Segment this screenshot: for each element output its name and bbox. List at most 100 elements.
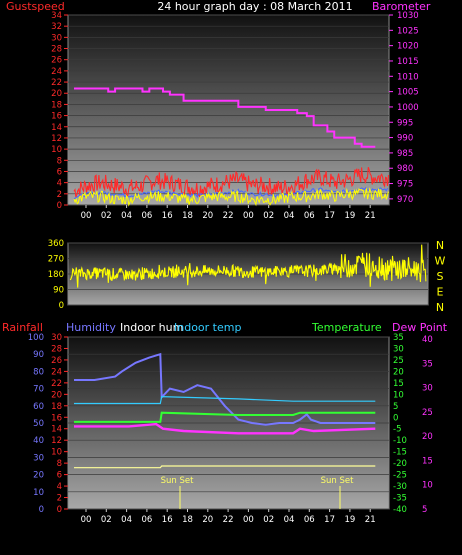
rain-tick-label: 28	[51, 344, 62, 354]
baro-tick-label: 1005	[397, 88, 419, 98]
gust-tick-label: 18	[51, 100, 62, 110]
temperature-line	[74, 411, 376, 423]
gust-tick-label: 6	[57, 167, 62, 177]
hour-tick-label: 04	[121, 515, 132, 525]
hour-tick-label: 22	[223, 211, 234, 221]
gust-tick-label: 34	[51, 11, 62, 21]
dew-tick-label: 25	[422, 408, 433, 418]
temp-tick-label: 10	[393, 390, 404, 400]
direction-tick-label: 270	[48, 255, 64, 265]
rain-axis-label: Rainfall	[2, 321, 43, 334]
rain-tick-label: 2	[57, 494, 62, 504]
rain-tick-label: 24	[51, 367, 62, 377]
hour-tick-label: 00	[81, 515, 92, 525]
compass-label: N	[436, 301, 444, 314]
rain-tick-label: 14	[51, 425, 62, 435]
hour-tick-label: 18	[182, 211, 193, 221]
baro-tick-label: 990	[397, 134, 413, 144]
barometer-line	[74, 87, 376, 148]
temp-tick-label: 20	[393, 367, 404, 377]
hour-tick-label: 06	[304, 211, 315, 221]
temp-tick-label: 35	[393, 333, 404, 343]
baro-tick-label: 1010	[397, 72, 419, 82]
chart1-series	[73, 87, 390, 207]
hour-tick-label: 17	[324, 515, 335, 525]
humidity-tick-label: 80	[33, 367, 44, 377]
rain-tick-label: 16	[51, 413, 62, 423]
baro-axis-ticks: 970 975 980 985 990 995 1000 1005 1010 1015 1020 10…	[389, 11, 419, 205]
temp-tick-label: -40	[393, 505, 407, 515]
gust-tick-label: 26	[51, 56, 62, 66]
baro-tick-label: 975	[397, 180, 413, 190]
baro-tick-label: 985	[397, 149, 413, 159]
rain-tick-label: 12	[51, 436, 62, 446]
chart1-area	[67, 14, 390, 206]
direction-axis-ticks: 0 90 180 270 360	[48, 239, 64, 311]
indoor-temp-line	[74, 395, 376, 405]
gust-tick-label: 20	[51, 89, 62, 99]
temp-tick-label: 25	[393, 356, 404, 366]
direction-tick-label: 180	[48, 270, 64, 280]
temp-tick-label: -10	[393, 436, 407, 446]
wind-direction-line	[69, 244, 427, 288]
gust-tick-label: 8	[57, 156, 62, 166]
direction-tick-label: 360	[48, 239, 64, 249]
gust-tick-label: 14	[51, 123, 62, 133]
gust-axis-label: Gustspeed	[6, 0, 65, 13]
gust-tick-label: 4	[57, 179, 62, 189]
dew-axis-ticks: 40 35 30 25 20 15 10 5	[422, 335, 433, 515]
temp-tick-label: -30	[393, 482, 407, 492]
humidity-tick-label: 90	[33, 350, 44, 360]
humidity-tick-label: 60	[33, 402, 44, 412]
humidity-axis-ticks: 0 10 20 30 40 50 60 70 80 90 100	[28, 333, 44, 515]
baro-axis-label: Barometer	[372, 0, 431, 13]
indoor-hum-legend: Indoor hum	[120, 321, 183, 334]
hour-tick-label: 21	[365, 211, 376, 221]
humidity-line	[74, 352, 376, 426]
direction-tick-label: 0	[59, 301, 64, 311]
rain-tick-label: 26	[51, 356, 62, 366]
hour-tick-label: 04	[284, 211, 295, 221]
temp-tick-label: 0	[393, 413, 398, 423]
hour-tick-label: 21	[365, 515, 376, 525]
hour-tick-label: 19	[344, 515, 355, 525]
rain-tick-label: 10	[51, 448, 62, 458]
rain-tick-label: 0	[57, 505, 62, 515]
dew-tick-label: 10	[422, 481, 433, 491]
rain-tick-label: 4	[57, 482, 62, 492]
temp-tick-label: 5	[393, 402, 398, 412]
rain-tick-label: 6	[57, 471, 62, 481]
hour-tick-label: 00	[243, 211, 254, 221]
gust-tick-label: 10	[51, 145, 62, 155]
gust-tick-label: 22	[51, 78, 62, 88]
temp-tick-label: -5	[393, 425, 401, 435]
temp-tick-label: -25	[393, 471, 407, 481]
rain-tick-label: 30	[51, 333, 62, 343]
chart3-hour-ticks: 00 02 04 06 16 18 20 22 00 02 04 06 17 19 21	[81, 509, 376, 525]
chart3-series	[74, 352, 376, 469]
humidity-tick-label: 0	[39, 505, 44, 515]
temp-tick-label: -35	[393, 494, 407, 504]
gust-tick-label: 24	[51, 67, 62, 77]
gust-series-line	[73, 167, 390, 198]
humidity-tick-label: 50	[33, 419, 44, 429]
gust-tick-label: 2	[57, 190, 62, 200]
compass-label: W	[435, 255, 446, 268]
gust-tick-label: 16	[51, 112, 62, 122]
rain-tick-label: 18	[51, 402, 62, 412]
baro-tick-label: 980	[397, 164, 413, 174]
hour-tick-label: 18	[182, 515, 193, 525]
chart-title: 24 hour graph day : 08 March 2011	[157, 0, 352, 13]
temp-tick-label: 30	[393, 344, 404, 354]
compass-label: S	[437, 270, 444, 283]
hour-tick-label: 20	[202, 211, 213, 221]
rain-tick-label: 20	[51, 390, 62, 400]
dew-tick-label: 30	[422, 384, 433, 394]
dew-tick-label: 5	[422, 505, 427, 515]
hour-tick-label: 06	[304, 515, 315, 525]
baro-tick-label: 995	[397, 118, 413, 128]
